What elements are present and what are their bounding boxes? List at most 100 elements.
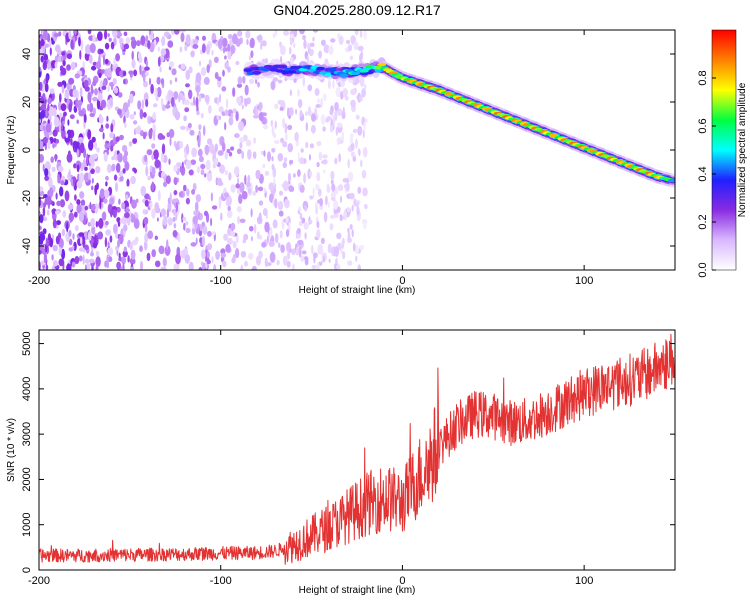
noise-cell (241, 104, 244, 110)
noise-cell (245, 30, 251, 39)
noise-cell (41, 83, 46, 93)
noise-cell (122, 51, 126, 56)
noise-speckle (39, 30, 368, 270)
noise-cell (363, 147, 368, 158)
noise-cell (264, 187, 266, 194)
noise-cell (352, 242, 356, 252)
noise-cell (195, 72, 202, 84)
noise-cell (244, 174, 247, 185)
noise-cell (330, 38, 336, 43)
noise-cell (70, 61, 76, 71)
noise-cell (114, 182, 119, 193)
noise-cell (68, 102, 72, 113)
noise-cell (285, 216, 289, 223)
noise-cell (174, 110, 180, 121)
noise-cell (162, 257, 167, 267)
noise-cell (133, 218, 140, 229)
noise-cell (169, 91, 174, 97)
noise-cell (334, 110, 338, 122)
noise-cell (154, 235, 158, 240)
noise-cell (178, 191, 184, 198)
ridge-layer-0 (243, 57, 675, 188)
noise-cell (158, 245, 165, 255)
noise-cell (87, 30, 92, 35)
noise-cell (103, 54, 105, 66)
noise-cell (160, 97, 164, 107)
noise-cell (104, 42, 110, 50)
noise-cell (166, 208, 170, 218)
noise-cell (113, 223, 118, 235)
noise-cell (236, 148, 242, 155)
noise-cell (162, 215, 168, 226)
noise-cell (47, 139, 51, 150)
noise-cell (260, 42, 263, 50)
noise-cell (363, 84, 367, 90)
noise-cell (126, 178, 130, 187)
noise-cell (242, 76, 246, 84)
noise-cell (277, 99, 284, 105)
noise-cell (39, 233, 46, 242)
noise-cell (344, 95, 349, 101)
noise-cell (297, 169, 301, 178)
noise-cell (282, 180, 289, 192)
noise-cell (74, 73, 81, 79)
noise-cell (118, 170, 124, 177)
noise-cell (142, 112, 147, 118)
noise-cell (330, 179, 334, 185)
noise-cell (166, 239, 169, 251)
noise-cell (147, 205, 150, 210)
noise-cell (51, 254, 54, 261)
noise-cell (316, 171, 321, 182)
noise-cell (91, 177, 94, 184)
noise-cell (109, 132, 114, 139)
noise-cell (203, 76, 210, 85)
noise-cell (175, 202, 178, 213)
noise-cell (305, 111, 308, 116)
noise-cell (147, 175, 151, 181)
colorbar-tick-label: 0.6 (697, 118, 709, 133)
noise-cell (355, 201, 360, 208)
figure-title: GN04.2025.280.09.12.R17 (273, 2, 441, 18)
noise-cell (253, 106, 257, 116)
noise-cell (43, 43, 50, 48)
noise-cell (295, 249, 299, 254)
noise-cell (92, 80, 97, 87)
noise-cell (151, 154, 155, 161)
noise-cell (61, 248, 66, 260)
noise-cell (299, 157, 304, 165)
noise-cell (122, 250, 128, 258)
noise-cell (66, 64, 71, 71)
noise-cell (351, 35, 354, 46)
noise-cell (244, 84, 249, 96)
noise-cell (66, 82, 70, 90)
noise-cell (78, 255, 83, 262)
noise-cell (166, 132, 170, 138)
noise-cell (237, 76, 243, 85)
y-tick-label: 0 (21, 147, 33, 153)
noise-cell (119, 134, 124, 141)
noise-cell (160, 78, 165, 86)
noise-cell (56, 220, 61, 226)
noise-cell (133, 69, 138, 77)
noise-cell (227, 66, 231, 73)
noise-cell (217, 181, 224, 186)
noise-cell (73, 211, 78, 218)
noise-cell (231, 257, 236, 263)
noise-cell (42, 216, 48, 222)
noise-cell (91, 185, 94, 191)
noise-cell (361, 169, 367, 179)
noise-cell (144, 232, 149, 244)
noise-cell (207, 173, 213, 182)
noise-cell (225, 200, 229, 206)
noise-cell (80, 199, 86, 207)
noise-cell (60, 67, 67, 76)
ridge-cell (327, 67, 337, 72)
noise-cell (305, 257, 309, 263)
noise-cell (111, 156, 115, 161)
noise-cell (264, 257, 268, 268)
noise-cell (361, 88, 366, 98)
colorbar-ticks: 0.0 0.2 0.4 0.6 0.8 (697, 70, 716, 278)
noise-cell (146, 252, 151, 262)
noise-cell (110, 84, 114, 91)
noise-cell (192, 182, 197, 192)
